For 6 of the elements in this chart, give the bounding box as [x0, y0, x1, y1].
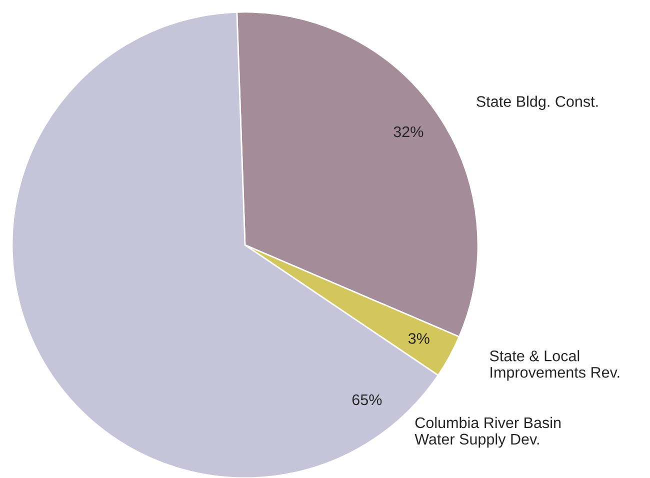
data-label: 65% [352, 394, 382, 406]
slice-label: State Bldg. Const. [476, 96, 598, 110]
data-label: 32% [394, 126, 424, 138]
slice-label: State & Local Improvements Rev. [490, 350, 620, 381]
slice-label: Columbia River Basin Water Supply Dev. [414, 416, 561, 448]
data-label: 3% [408, 333, 430, 344]
